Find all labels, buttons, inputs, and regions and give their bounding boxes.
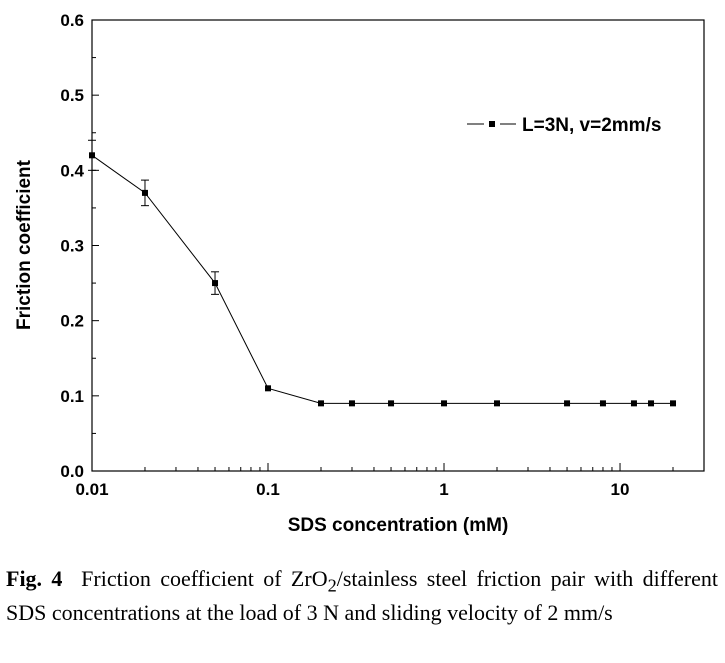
- data-point: [441, 400, 448, 407]
- y-tick-label: 0.2: [60, 312, 84, 331]
- data-point: [141, 189, 148, 196]
- data-point: [348, 400, 355, 407]
- x-tick-label: 0.01: [75, 480, 108, 499]
- legend: L=3N, v=2mm/s: [467, 115, 661, 136]
- friction-chart: 0.0 0.1 0.2 0.3 0.4 0.5 0.6 0.01 0.1 1 10 L=3N, v…: [14, 11, 705, 536]
- figure-caption: Fig. 4 Friction coefficient of ZrO2/stai…: [6, 565, 718, 626]
- x-tick-label: 0.1: [256, 480, 280, 499]
- y-tick-label: 0.5: [60, 86, 84, 105]
- data-point: [388, 400, 395, 407]
- data-point: [564, 400, 571, 407]
- caption-text-part2: /stainless steel friction pair with diff…: [6, 566, 718, 626]
- x-axis-ticks: 0.01 0.1 1 10: [75, 463, 705, 499]
- y-axis-label: Friction coefficient: [14, 159, 35, 330]
- series-layer: [88, 139, 677, 407]
- caption-subscript: 2: [327, 575, 337, 596]
- y-tick-label: 0.3: [60, 237, 84, 256]
- x-tick-label: 1: [439, 480, 448, 499]
- data-point: [493, 400, 500, 407]
- data-point: [89, 152, 95, 159]
- data-point: [599, 400, 606, 407]
- data-point: [630, 400, 637, 407]
- y-tick-label: 0.4: [60, 161, 84, 180]
- y-tick-label: 0.6: [60, 11, 84, 30]
- data-point: [265, 385, 272, 392]
- legend-marker: [489, 121, 495, 127]
- legend-label: L=3N, v=2mm/s: [522, 115, 661, 136]
- caption-text-part1: Friction coefficient of ZrO: [81, 566, 328, 591]
- data-point: [317, 400, 324, 407]
- data-point: [648, 400, 655, 407]
- y-axis-ticks: 0.0 0.1 0.2 0.3 0.4 0.5 0.6: [60, 11, 99, 481]
- y-tick-label: 0.1: [60, 387, 84, 406]
- data-point: [212, 280, 219, 287]
- data-point: [670, 400, 677, 407]
- figure-label: Fig. 4: [6, 566, 63, 591]
- series-line: [91, 154, 674, 404]
- x-tick-label: 10: [611, 480, 630, 499]
- x-axis-label: SDS concentration (mM): [288, 515, 509, 536]
- y-tick-label: 0.0: [60, 462, 84, 481]
